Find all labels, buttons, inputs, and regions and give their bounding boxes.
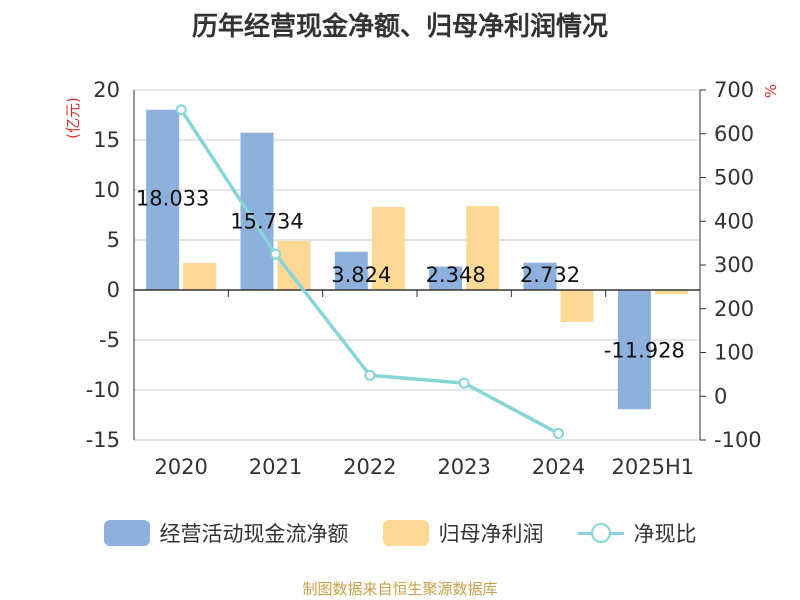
data-label-cashflow: 2.732 <box>520 263 580 287</box>
data-labels: 18.033 15.734 3.824 2.348 2.732 -11.928 <box>136 187 685 363</box>
x-tick-label: 2025H1 <box>612 455 695 479</box>
legend-item-netprofit[interactable]: 归母净利润 <box>382 518 544 548</box>
legend: 经营活动现金流净额 归母净利润 净现比 <box>0 518 800 548</box>
ratio-line <box>175 104 564 439</box>
left-tick-label: 5 <box>107 228 120 252</box>
left-tick-label: -15 <box>86 428 120 452</box>
data-label-cashflow: 2.348 <box>426 263 486 287</box>
bar-netprofit <box>466 206 500 290</box>
right-tick-label: 100 <box>714 341 754 365</box>
right-tick-label: 300 <box>714 253 754 277</box>
left-tick-label: 20 <box>93 78 120 102</box>
legend-label-cashflow: 经营活动现金流净额 <box>159 522 349 546</box>
ratio-point <box>364 369 376 381</box>
left-tick-label: -5 <box>99 328 120 352</box>
right-tick-label: 200 <box>714 297 754 321</box>
legend-swatch-netprofit <box>382 520 429 546</box>
ratio-point <box>270 248 281 260</box>
x-tick-label: 2022 <box>343 455 396 479</box>
ratio-point <box>553 427 564 439</box>
bar-cashflow <box>334 251 368 290</box>
right-tick-label: 0 <box>714 384 727 408</box>
right-tick-label: 400 <box>714 209 754 233</box>
legend-swatch-cashflow <box>103 520 150 546</box>
axes: 20 15 10 5 0 -5 -10 -15 700 600 500 400 300 200 100 0 -1… <box>64 78 780 479</box>
x-tick-label: 2020 <box>154 455 207 479</box>
left-tick-label: 15 <box>93 128 120 152</box>
legend-item-cashflow[interactable]: 经营活动现金流净额 <box>103 518 349 548</box>
right-axis-unit: % <box>762 84 780 98</box>
bars <box>146 109 688 410</box>
source-note: 制图数据来自恒生聚源数据库 <box>302 580 498 598</box>
grid-lines <box>134 89 700 441</box>
right-tick-label: -100 <box>714 428 762 452</box>
bar-cashflow <box>429 266 463 290</box>
bar-cashflow <box>146 109 180 290</box>
data-label-cashflow: 15.734 <box>230 210 303 234</box>
bar-netprofit <box>371 207 405 290</box>
left-tick-label: 10 <box>93 178 120 202</box>
left-tick-label: -10 <box>86 378 120 402</box>
left-tick-label: 0 <box>107 278 120 302</box>
legend-label-netprofit: 归母净利润 <box>438 522 544 546</box>
chart-title: 历年经营现金净额、归母净利润情况 <box>191 12 608 42</box>
bar-netprofit <box>560 290 594 322</box>
data-label-cashflow: -11.928 <box>604 338 685 362</box>
legend-swatch-ratio <box>577 520 624 546</box>
data-label-cashflow: 18.033 <box>136 187 209 211</box>
bar-cashflow <box>523 262 557 290</box>
ratio-point <box>458 377 470 389</box>
legend-item-ratio[interactable]: 净现比 <box>577 518 697 548</box>
left-axis-unit: (亿元) <box>64 97 82 139</box>
right-tick-label: 700 <box>714 78 754 102</box>
ratio-point <box>175 104 187 116</box>
x-tick-label: 2023 <box>437 455 490 479</box>
bar-netprofit <box>183 263 217 290</box>
bar-cashflow <box>617 290 651 410</box>
right-tick-label: 500 <box>714 166 754 190</box>
x-tick-label: 2021 <box>249 455 302 479</box>
right-tick-label: 600 <box>714 122 754 146</box>
bar-netprofit <box>654 290 688 294</box>
x-tick-label: 2024 <box>532 455 585 479</box>
legend-label-ratio: 净现比 <box>633 522 697 546</box>
data-label-cashflow: 3.824 <box>331 263 391 287</box>
